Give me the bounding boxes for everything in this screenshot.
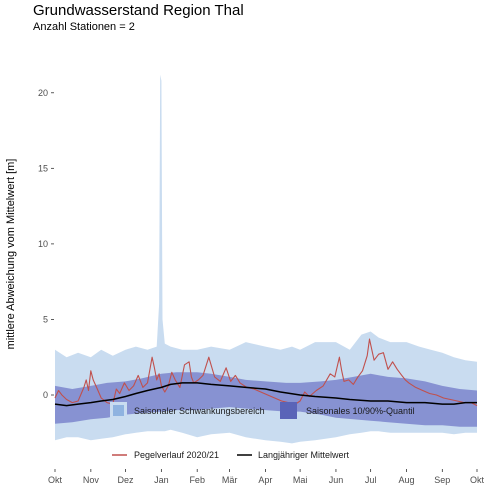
band-seasonal-range	[55, 74, 477, 444]
band-quantile-10-90	[55, 372, 477, 427]
y-tick-label: 0	[43, 390, 48, 400]
x-tick-label: Okt	[470, 475, 485, 485]
x-tick-label: Okt	[48, 475, 63, 485]
plot-area	[54, 74, 478, 444]
y-tick-label: 5	[43, 314, 48, 324]
x-tick-label: Aug	[398, 475, 414, 485]
legend-label-band-inner: Saisonales 10/90%-Quantil	[306, 406, 415, 416]
x-tick-label: Mär	[222, 475, 238, 485]
y-tick-label: 10	[38, 239, 48, 249]
legend-label-line-current: Pegelverlauf 2020/21	[134, 450, 219, 460]
x-tick-label: Nov	[83, 475, 100, 485]
x-tick-label: Feb	[189, 475, 205, 485]
y-axis-title: mittlere Abweichung vom Mittelwert [m]	[5, 159, 17, 350]
x-tick-label: Jul	[365, 475, 377, 485]
legend-swatch-band-inner	[280, 402, 297, 419]
x-tick-label: Dez	[118, 475, 135, 485]
x-tick-label: Apr	[258, 475, 272, 485]
chart-title: Grundwasserstand Region Thal	[33, 2, 244, 19]
line-long-term-mean	[54, 382, 477, 407]
x-tick-label: Jun	[329, 475, 344, 485]
line-current-year	[54, 338, 478, 407]
chart-subtitle: Anzahl Stationen = 2	[33, 21, 135, 33]
axes: 0 5 10 15 20 Okt Nov Dez Jan Feb Mär Apr Mai Jun Jul Au…	[38, 88, 485, 485]
x-tick-label: Sep	[434, 475, 450, 485]
legend-label-band-outer: Saisonaler Schwankungsbereich	[134, 406, 265, 416]
y-tick-label: 15	[38, 163, 48, 173]
x-tick-label: Mai	[293, 475, 308, 485]
legend-swatch-band-outer-inner	[113, 405, 124, 416]
x-tick-label: Jan	[154, 475, 169, 485]
legend-label-line-mean: Langjähriger Mittelwert	[258, 450, 350, 460]
y-tick-label: 20	[38, 88, 48, 98]
legend: Saisonaler Schwankungsbereich Saisonales…	[110, 402, 415, 460]
